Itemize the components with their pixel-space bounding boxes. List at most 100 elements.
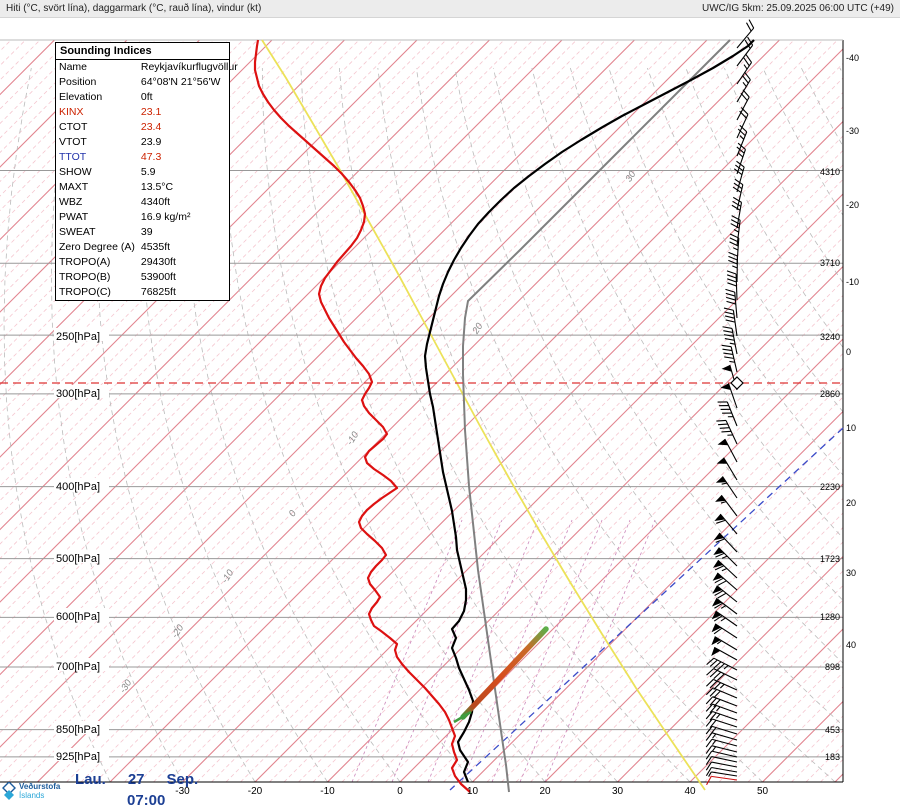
barb-flag xyxy=(710,647,720,658)
right-temp-label: 30 xyxy=(846,568,856,578)
right-temp-label: 20 xyxy=(846,498,856,508)
barb-feather xyxy=(723,325,733,330)
right-height-label: 183 xyxy=(825,752,840,762)
isotherm-minor xyxy=(212,40,900,782)
isotherm-minor xyxy=(705,40,900,782)
bottom-temp-label: 0 xyxy=(397,786,403,797)
index-value: 23.1 xyxy=(138,105,241,120)
pressure-axis-label: 400[hPa] xyxy=(56,481,100,493)
barb-staff xyxy=(719,533,737,552)
barb-flag xyxy=(714,495,725,506)
barb-feather xyxy=(727,275,736,279)
index-value: 23.4 xyxy=(138,120,241,135)
barb-feather xyxy=(728,252,737,256)
right-temp-label: 40 xyxy=(846,640,856,650)
barb-staff xyxy=(711,762,737,767)
index-row: Zero Degree (A)4535ft xyxy=(56,240,241,255)
barb-feather xyxy=(725,315,734,320)
isotherm-minor xyxy=(676,40,900,782)
mixing-ratio-line xyxy=(492,520,602,782)
barb-feather xyxy=(723,329,733,334)
index-label: KINX xyxy=(56,105,138,120)
index-row: TROPO(C)76825ft xyxy=(56,285,241,300)
isotherm-minor xyxy=(154,40,896,782)
index-value: 64°08'N 21°56'W xyxy=(138,75,241,90)
right-temp-label: -30 xyxy=(846,126,859,136)
bottom-temp-label: -10 xyxy=(320,786,335,797)
bottom-temp-label: 10 xyxy=(467,786,479,797)
logo-text: Veðurstofa Íslands xyxy=(19,782,60,800)
isotherm-minor xyxy=(792,40,900,782)
isotherm-minor xyxy=(806,40,900,782)
right-temp-label: 0 xyxy=(846,347,851,357)
barb-feather xyxy=(727,271,736,275)
barb-feather xyxy=(726,297,735,301)
isotherm-minor xyxy=(632,40,900,782)
index-value: 16.9 kg/m² xyxy=(138,210,241,225)
isotherm-major xyxy=(690,40,900,782)
barb-staff xyxy=(724,458,737,480)
barb-flag xyxy=(716,458,727,469)
index-value: 47.3 xyxy=(138,150,241,165)
right-height-label: 898 xyxy=(825,662,840,672)
bottom-temp-label: 20 xyxy=(539,786,551,797)
valid-time-label: 07:00 xyxy=(127,792,165,809)
pressure-axis-label: 700[hPa] xyxy=(56,661,100,673)
right-height-label: 4310 xyxy=(820,167,840,177)
barb-feather xyxy=(718,399,728,406)
index-label: SWEAT xyxy=(56,225,138,240)
index-label: TROPO(A) xyxy=(56,255,138,270)
barb-flag xyxy=(715,476,726,487)
right-height-label: 1280 xyxy=(820,612,840,622)
index-label: SHOW xyxy=(56,165,138,180)
index-value: 5.9 xyxy=(138,165,241,180)
bottom-temp-label: 40 xyxy=(684,786,696,797)
index-label: TTOT xyxy=(56,150,138,165)
inline-isoline-label: -30 xyxy=(118,677,135,695)
barb-feather xyxy=(726,319,735,324)
index-label: TROPO(B) xyxy=(56,270,138,285)
dry-adiabat xyxy=(724,68,900,782)
barb-half-feather xyxy=(738,153,743,157)
index-value: 23.9 xyxy=(138,135,241,150)
bottom-temp-label: -20 xyxy=(248,786,263,797)
right-temp-label: -10 xyxy=(846,277,859,287)
index-value: 13.5°C xyxy=(138,180,241,195)
index-label: Elevation xyxy=(56,90,138,105)
cape-segment xyxy=(463,629,546,717)
index-label: VTOT xyxy=(56,135,138,150)
right-height-label: 3710 xyxy=(820,258,840,268)
isotherm-minor xyxy=(386,40,900,782)
barb-flag xyxy=(721,365,732,374)
index-value: Reykjavíkurflugvöllur xyxy=(138,60,241,75)
index-value: 53900ft xyxy=(138,270,241,285)
pressure-axis-label: 850[hPa] xyxy=(56,724,100,736)
barb-half-feather xyxy=(713,746,716,751)
legend-text: Hiti (°C, svört lína), daggarmark (°C, r… xyxy=(6,0,261,17)
barb-flag xyxy=(711,586,722,597)
index-label: Name xyxy=(56,60,138,75)
index-label: WBZ xyxy=(56,195,138,210)
barb-half-feather xyxy=(733,248,738,250)
sounding-indices-title: Sounding Indices xyxy=(56,43,229,60)
index-value: 4535ft xyxy=(138,240,241,255)
isotherm-minor xyxy=(531,40,900,782)
index-label: MAXT xyxy=(56,180,138,195)
barb-half-feather xyxy=(720,683,724,688)
index-value: 39 xyxy=(138,225,241,240)
index-label: TROPO(C) xyxy=(56,285,138,300)
pressure-axis-label: 300[hPa] xyxy=(56,388,100,400)
pressure-axis-label: 250[hPa] xyxy=(56,331,100,343)
logo-line1: Veðurstofa xyxy=(19,782,60,791)
isotherm-minor xyxy=(574,40,900,782)
dry-adiabat xyxy=(301,68,618,782)
weekday-label: Lau. xyxy=(75,772,106,788)
